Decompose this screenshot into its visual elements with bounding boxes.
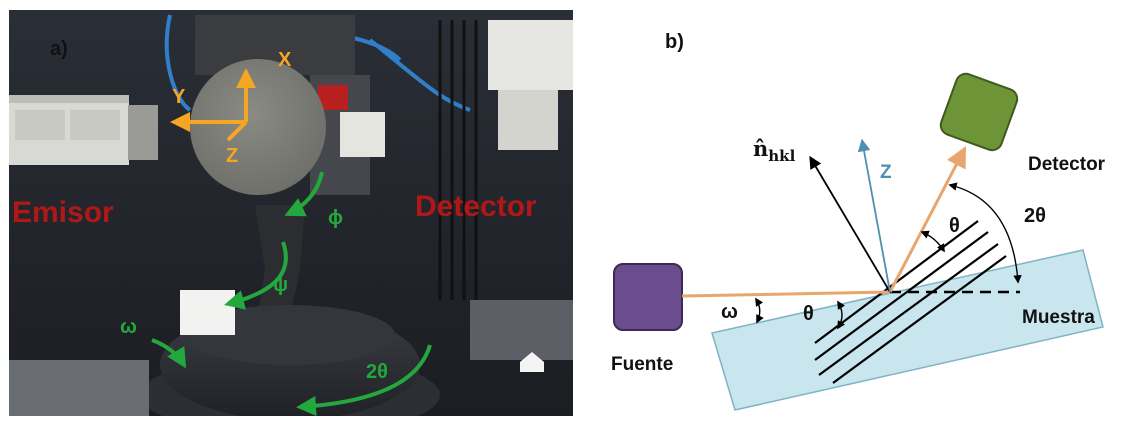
panel-b-diagram: b) Fuente Detector n̂hkl Z θ: [611, 31, 1106, 411]
source-label: Fuente: [611, 354, 673, 375]
detector-diagram-label: Detector: [1028, 154, 1106, 175]
source-box: [613, 263, 683, 331]
z-axis-arrow: [226, 120, 248, 142]
detector-box: [939, 72, 1019, 152]
axis-x-label: X: [278, 49, 292, 71]
black-cables: [438, 20, 478, 300]
panel-b-label: b): [665, 31, 684, 53]
two-theta-arrow: [296, 344, 432, 416]
detector-photo-label: Detector: [415, 190, 537, 223]
two-theta-photo-label: 2θ: [366, 361, 388, 383]
theta-lower-label: θ: [803, 303, 814, 325]
emisor-label: Emisor: [12, 196, 114, 229]
psi-arrow: [224, 241, 288, 310]
sample-holder: [180, 290, 235, 335]
phi-arrow: [284, 171, 324, 217]
theta-upper-label: θ: [949, 215, 960, 237]
panel-a-label: a): [50, 38, 68, 60]
z-axis-label: Z: [880, 162, 892, 183]
theta-lower-arc: [837, 300, 846, 330]
source-housing: [9, 95, 158, 165]
phi-label: ϕ: [328, 207, 343, 229]
sample-disc: [190, 59, 326, 195]
two-theta-label: 2θ: [1024, 205, 1046, 227]
red-clamp: [318, 85, 348, 110]
theta-upper-arc: [920, 230, 945, 253]
incident-beam: [681, 290, 891, 298]
panel-a-photo: [9, 10, 573, 416]
omega-diagram-label: ω: [721, 301, 738, 323]
white-marker: [520, 352, 544, 372]
detector-housing: [470, 20, 573, 360]
omega-photo-label: ω: [120, 316, 137, 338]
axis-z-label: Z: [226, 145, 238, 167]
psi-label: ψ: [273, 274, 288, 296]
two-theta-arc: [948, 182, 1022, 284]
omega-arc: [755, 297, 764, 324]
sample-axes: [170, 68, 256, 142]
table-left: [9, 360, 149, 416]
sample-label: Muestra: [1022, 307, 1095, 328]
z-axis-vector: [857, 138, 891, 293]
motor-box: [340, 112, 385, 157]
normal-vector: [809, 155, 891, 293]
angle-arrows: [151, 171, 432, 416]
omega-arrow: [151, 338, 187, 369]
normal-label: n̂hkl: [753, 136, 796, 165]
axis-y-label: Y: [172, 86, 186, 108]
diffracted-beam: [888, 146, 967, 293]
